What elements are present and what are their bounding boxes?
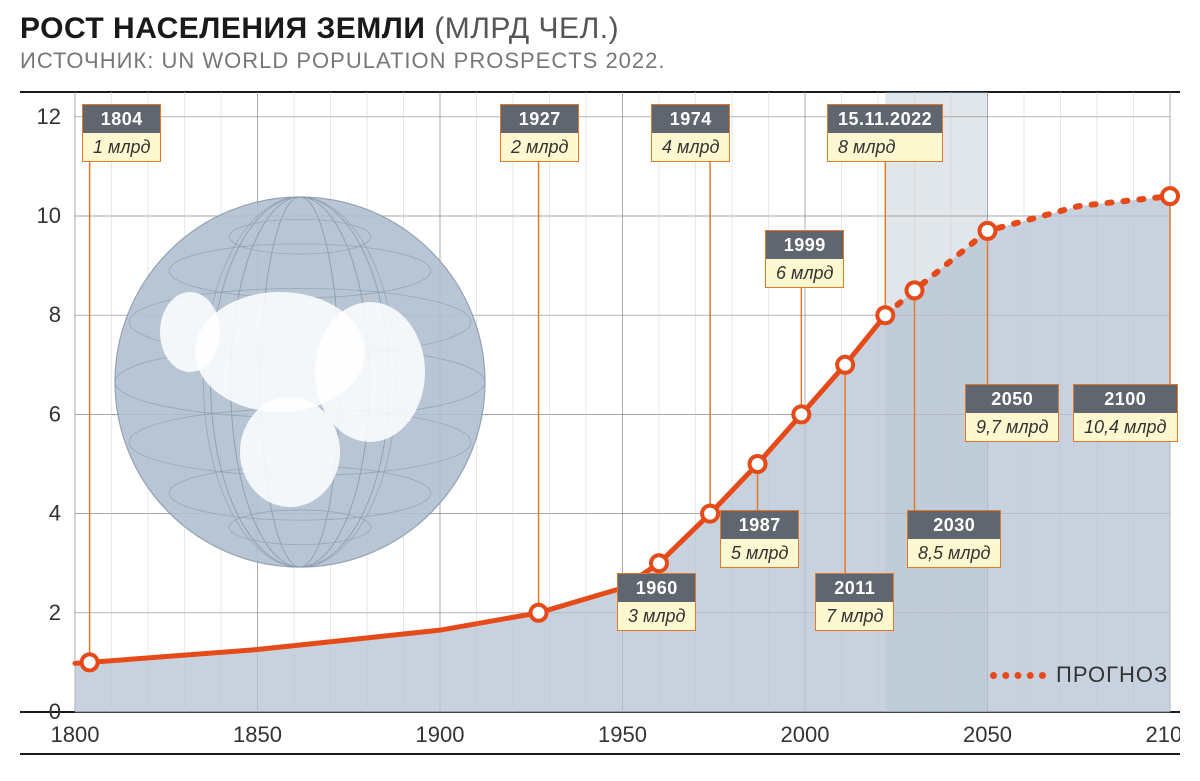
callout-year: 2100 (1074, 385, 1177, 413)
data-marker (837, 357, 853, 373)
callout-year: 2011 (816, 574, 893, 602)
callout-value: 8,5 млрд (908, 539, 1000, 567)
callout-year: 2050 (966, 385, 1058, 413)
callout-c2100: 210010,4 млрд (1073, 384, 1178, 442)
callout-c1974: 19744 млрд (651, 104, 730, 162)
y-tick-label: 8 (49, 302, 61, 327)
x-tick-label: 1900 (416, 722, 465, 747)
callout-value: 6 млрд (766, 259, 843, 287)
infographic-container: РОСТ НАСЕЛЕНИЯ ЗЕМЛИ (МЛРД ЧЕЛ.) ИСТОЧНИ… (0, 0, 1200, 781)
data-marker (531, 605, 547, 621)
callout-c1927: 19272 млрд (500, 104, 579, 162)
callout-value: 3 млрд (618, 602, 695, 630)
source-label: ИСТОЧНИК: (20, 48, 154, 73)
callout-value: 8 млрд (828, 133, 942, 161)
callout-year: 1974 (652, 105, 729, 133)
callout-c1804: 18041 млрд (82, 104, 161, 162)
y-tick-label: 4 (49, 501, 61, 526)
data-marker (702, 506, 718, 522)
callout-year: 1804 (83, 105, 160, 133)
data-marker (1162, 188, 1178, 204)
data-marker (82, 654, 98, 670)
data-marker (651, 555, 667, 571)
callout-c1999: 19996 млрд (765, 230, 844, 288)
callout-value: 7 млрд (816, 602, 893, 630)
callout-value: 2 млрд (501, 133, 578, 161)
source-line: ИСТОЧНИК: UN WORLD POPULATION PROSPECTS … (20, 48, 1180, 74)
callout-c1987: 19875 млрд (720, 510, 799, 568)
callout-year: 15.11.2022 (828, 105, 942, 133)
source-value: UN WORLD POPULATION PROSPECTS 2022. (161, 48, 665, 73)
legend-forecast: ПРОГНОЗ (990, 662, 1168, 688)
y-tick-label: 0 (49, 699, 61, 724)
x-tick-label: 2050 (963, 722, 1012, 747)
callout-year: 1960 (618, 574, 695, 602)
x-tick-label: 1850 (233, 722, 282, 747)
callout-c2011: 20117 млрд (815, 573, 894, 631)
x-tick-label: 1950 (598, 722, 647, 747)
title: РОСТ НАСЕЛЕНИЯ ЗЕМЛИ (МЛРД ЧЕЛ.) (20, 12, 1180, 46)
legend-label: ПРОГНОЗ (1056, 662, 1168, 688)
callout-c2022: 15.11.20228 млрд (827, 104, 943, 162)
callout-c2050: 20509,7 млрд (965, 384, 1059, 442)
chart-area: 0 2 4 6 8 10 12 1800 1850 1900 1950 2000 2050 2100 18… (20, 82, 1180, 762)
x-tick-label: 2000 (781, 722, 830, 747)
callout-value: 4 млрд (652, 133, 729, 161)
data-marker (793, 406, 809, 422)
callout-value: 5 млрд (721, 539, 798, 567)
data-marker (907, 282, 923, 298)
callout-c2030: 20308,5 млрд (907, 510, 1001, 568)
callout-c1960: 19603 млрд (617, 573, 696, 631)
title-bold: РОСТ НАСЕЛЕНИЯ ЗЕМЛИ (20, 12, 425, 45)
data-marker (877, 307, 893, 323)
y-tick-label: 10 (37, 203, 61, 228)
x-tick-label: 2100 (1146, 722, 1180, 747)
y-tick-label: 12 (37, 104, 61, 129)
data-marker (980, 223, 996, 239)
callout-value: 9,7 млрд (966, 413, 1058, 441)
y-tick-label: 6 (49, 401, 61, 426)
title-units: (МЛРД ЧЕЛ.) (434, 12, 619, 45)
data-marker (750, 456, 766, 472)
callout-year: 1987 (721, 511, 798, 539)
callout-year: 1927 (501, 105, 578, 133)
callout-year: 1999 (766, 231, 843, 259)
y-tick-label: 2 (49, 600, 61, 625)
x-tick-label: 1800 (51, 722, 100, 747)
callout-value: 1 млрд (83, 133, 160, 161)
callout-value: 10,4 млрд (1074, 413, 1177, 441)
legend-dash-icon (990, 672, 1046, 679)
callout-year: 2030 (908, 511, 1000, 539)
